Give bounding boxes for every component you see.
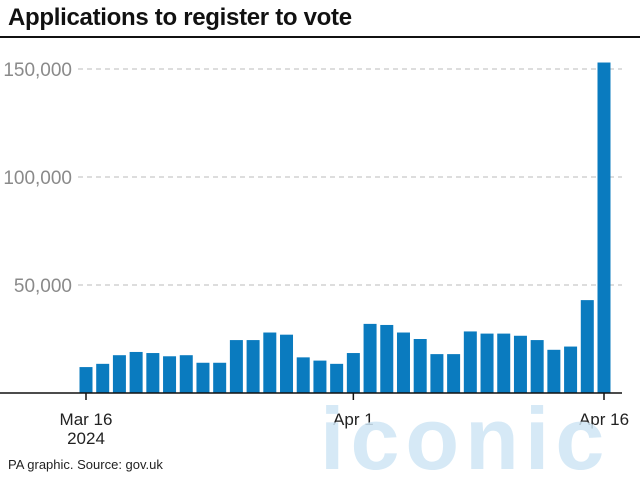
bar (396, 332, 410, 393)
bar (146, 353, 160, 393)
bar (597, 62, 611, 394)
bar (163, 356, 177, 393)
bar (547, 349, 561, 393)
bar (79, 367, 93, 393)
y-tick-label: 100,000 (3, 168, 72, 189)
bar (280, 334, 294, 393)
bar (413, 339, 427, 393)
bar (447, 354, 461, 393)
y-tick-label: 150,000 (3, 60, 72, 81)
bar (330, 363, 344, 393)
x-tick-label: 2024 (67, 429, 105, 448)
bar (213, 362, 227, 393)
x-tick-label: Mar 16 (60, 410, 113, 429)
bar (580, 300, 594, 393)
bar (196, 362, 210, 393)
bar (430, 354, 444, 393)
bar (530, 340, 544, 393)
bar (129, 351, 143, 393)
bar (246, 340, 260, 393)
source-note: PA graphic. Source: gov.uk (8, 457, 163, 472)
bar (96, 363, 110, 393)
bar (346, 353, 360, 393)
bar (179, 355, 193, 393)
bar (564, 346, 578, 393)
bar (380, 324, 394, 393)
bar (313, 360, 327, 393)
chart-title: Applications to register to vote (8, 4, 352, 31)
bar (513, 335, 527, 393)
bar (263, 332, 277, 393)
bar (463, 331, 477, 393)
bar (363, 323, 377, 393)
bar (497, 333, 511, 393)
bar (480, 333, 494, 393)
bar (229, 340, 243, 393)
bar (112, 355, 126, 393)
x-tick-label: Apr 16 (579, 410, 629, 429)
y-tick-label: 50,000 (14, 276, 72, 297)
title-rule (0, 36, 640, 38)
bar (296, 357, 310, 393)
x-tick-label: Apr 1 (333, 410, 374, 429)
